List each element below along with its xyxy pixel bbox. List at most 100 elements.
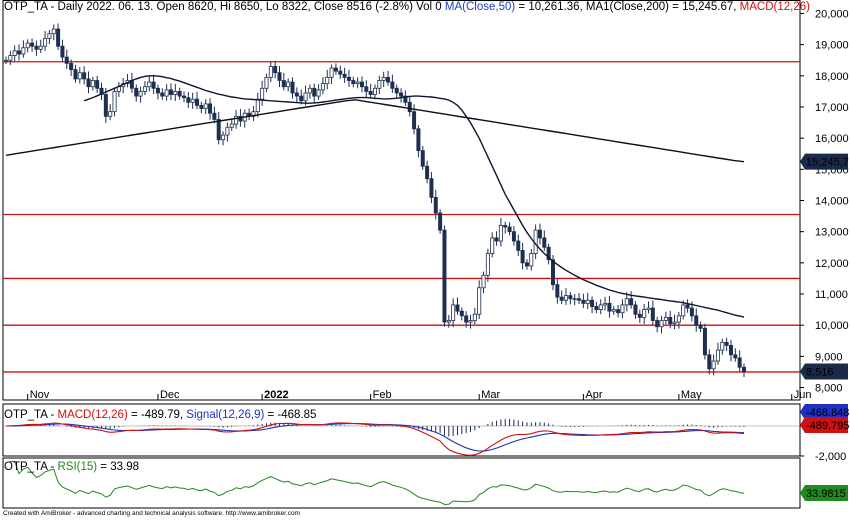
candle-body	[151, 81, 156, 89]
candle-body	[333, 67, 338, 72]
candle-body	[503, 225, 508, 228]
candle-body	[524, 262, 529, 267]
candle-body	[199, 105, 204, 109]
candle-body	[407, 101, 412, 113]
macd-value: = -489.79,	[127, 409, 187, 421]
candle-body	[650, 307, 655, 321]
candle-body	[737, 357, 742, 368]
price-ytick-label: 16,000	[815, 133, 849, 145]
macd-header: OTP_TA - MACD(12,26) = -489.79, Signal(1…	[4, 409, 316, 421]
candle-body	[607, 302, 612, 312]
candle-body	[17, 50, 22, 55]
candle-body	[377, 80, 382, 89]
candle-body	[468, 320, 473, 323]
candle-body	[316, 89, 321, 97]
candle-body	[442, 229, 447, 323]
candle-body	[585, 299, 590, 304]
price-ytick-label: 8,000	[815, 383, 843, 395]
candle-body	[329, 67, 334, 78]
candle-body	[168, 89, 173, 95]
candle-body	[82, 72, 87, 80]
candle-body	[550, 259, 555, 286]
candle-body	[281, 80, 286, 88]
candle-body	[611, 309, 616, 312]
macd-name: MACD(12,26)	[57, 409, 128, 421]
candle-body	[572, 298, 577, 301]
candle-body	[707, 354, 712, 370]
candle-body	[386, 76, 391, 83]
signal-badge: -468.848	[806, 407, 849, 419]
candle-body	[681, 304, 686, 317]
candle-body	[4, 59, 9, 62]
candle-body	[56, 28, 61, 47]
candle-body	[64, 56, 69, 64]
price-ytick-label: 11,000	[815, 289, 848, 301]
candle-body	[359, 81, 364, 88]
price-ytick-label: 10,000	[815, 320, 849, 332]
signal-value: = -468.85	[264, 409, 317, 421]
candle-body	[60, 45, 65, 58]
candle-body	[676, 315, 681, 323]
candle-body	[633, 304, 638, 315]
candle-body	[542, 237, 547, 248]
candle-body	[195, 98, 200, 106]
candle-body	[733, 354, 738, 359]
candle-body	[629, 298, 634, 306]
candle-body	[277, 72, 282, 81]
candle-body	[12, 50, 17, 56]
candle-body	[603, 302, 608, 306]
ma200-badge-bg	[800, 153, 848, 170]
candle-body	[555, 284, 560, 298]
candle-body	[455, 304, 460, 312]
candle-body	[299, 95, 304, 102]
candle-body	[203, 103, 208, 109]
candle-body	[208, 103, 213, 114]
macd-label-top: MACD(12,26)	[739, 1, 810, 13]
rsi-value: = 33.98	[97, 461, 139, 473]
candle-body	[268, 66, 273, 78]
macd-line	[5, 422, 745, 456]
candle-body	[464, 315, 469, 323]
candle-body	[181, 95, 186, 99]
candle-body	[698, 324, 703, 329]
candle-body	[438, 212, 443, 231]
price-info: - Daily 2022. 06. 13. Open 8620, Hi 8650…	[47, 1, 445, 13]
candle-body	[25, 42, 30, 49]
x-tick-label: Jun	[794, 389, 812, 401]
candle-body	[186, 97, 191, 103]
candle-body	[425, 165, 430, 180]
candle-body	[412, 111, 417, 130]
candle-body	[51, 28, 56, 35]
price-ytick-label: 12,000	[815, 258, 849, 270]
candle-body	[620, 304, 625, 314]
candle-body	[90, 80, 95, 88]
candle-body	[372, 87, 377, 95]
candle-body	[646, 307, 651, 311]
macd-badge: -489.795	[806, 420, 849, 432]
close-badge: 8,516	[806, 366, 834, 378]
candle-body	[138, 90, 143, 97]
macd-symbol: OTP_TA	[4, 409, 48, 421]
candle-body	[142, 86, 147, 92]
rsi-name: RSI(15)	[57, 461, 98, 473]
candle-body	[103, 94, 108, 117]
signal-name: Signal(12,26,9)	[186, 409, 265, 421]
price-ytick-label: 14,000	[815, 196, 849, 208]
candle-body	[338, 70, 343, 75]
x-tick-label: Dec	[160, 389, 180, 401]
close-badge-bg	[800, 363, 848, 380]
candle-body	[715, 349, 720, 362]
macd-pane-frame	[2, 403, 801, 457]
candle-body	[668, 316, 673, 325]
candle-body	[225, 126, 230, 136]
price-ytick-label: 18,000	[815, 71, 849, 83]
candle-body	[95, 80, 100, 89]
candle-body	[355, 81, 360, 85]
candle-body	[286, 81, 291, 88]
x-tick-label: Apr	[585, 389, 602, 401]
candle-body	[472, 313, 477, 321]
candle-body	[689, 307, 694, 317]
candle-body	[590, 299, 595, 307]
